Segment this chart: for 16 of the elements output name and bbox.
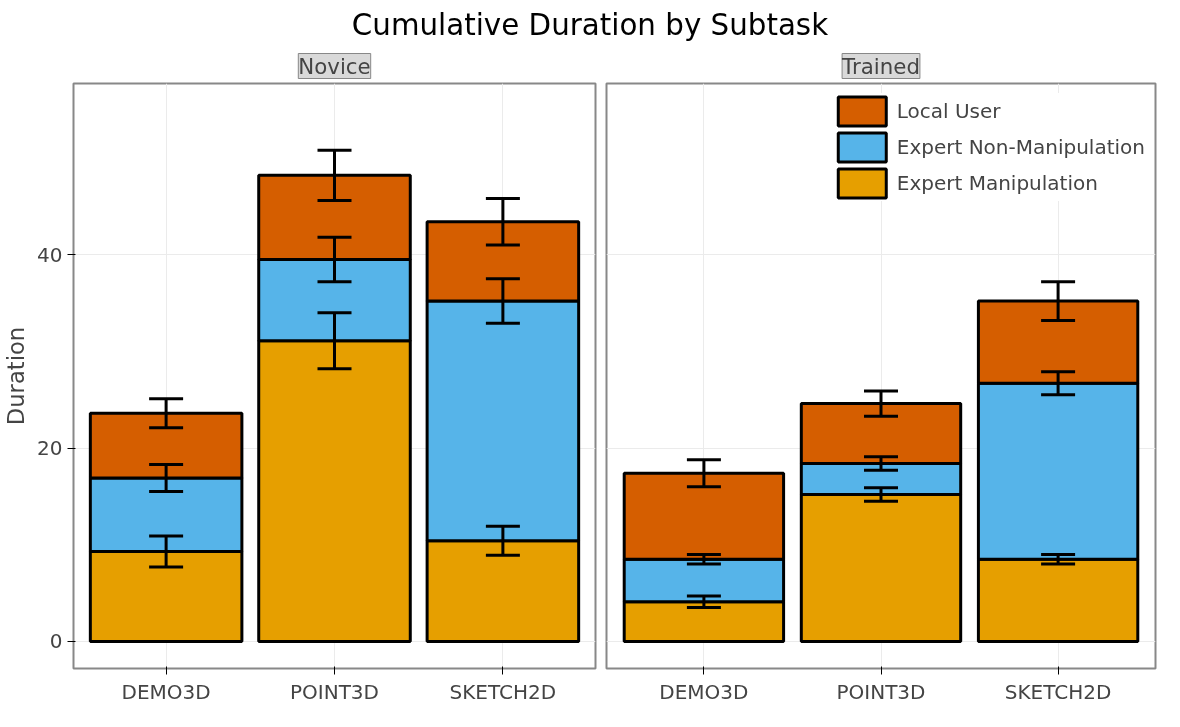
- y-tick-label: 0: [49, 629, 63, 654]
- x-tick-label: POINT3D: [290, 679, 380, 704]
- legend-label: Expert Non-Manipulation: [896, 135, 1145, 159]
- y-tick-label: 40: [37, 242, 63, 267]
- legend-label: Local User: [896, 99, 1001, 123]
- legend-label: Expert Manipulation: [896, 171, 1098, 195]
- x-tick-label: SKETCH2D: [449, 679, 557, 704]
- chart-subtitle: Novice: [298, 53, 371, 79]
- x-tick-label: SKETCH2D: [1004, 679, 1112, 704]
- y-tick-label: 20: [37, 436, 63, 461]
- x-tick-label: DEMO3D: [659, 679, 749, 704]
- y-axis-title: Duration: [3, 326, 30, 426]
- chart-title: Cumulative Duration by Subtask: [351, 7, 829, 44]
- chart-subtitle: Trained: [841, 53, 920, 79]
- x-tick-label: DEMO3D: [121, 679, 211, 704]
- x-tick-label: POINT3D: [836, 679, 926, 704]
